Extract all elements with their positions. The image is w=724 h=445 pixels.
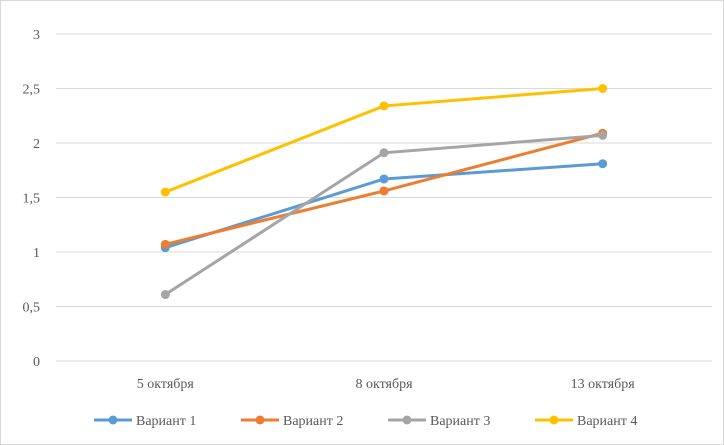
legend-swatch-marker [108,415,118,425]
legend-label: Вариант 2 [283,414,343,429]
data-point [160,239,170,249]
legend-swatch-marker [549,415,559,425]
data-point [598,84,608,93]
x-axis-ticks: 5 октября 8 октября 13 октября [137,377,635,392]
legend-swatch-marker [402,415,412,425]
series-4 [160,84,608,197]
series-2 [160,128,608,249]
legend: Вариант 1 Вариант 2 Вариант 3 Вариант 4 [94,414,637,429]
legend-label: Вариант 1 [136,414,196,429]
data-point [379,174,389,184]
y-tick-label: 2 [33,137,40,152]
y-tick-label: 3 [33,28,40,43]
data-point [598,130,608,140]
x-tick-label: 5 октября [137,377,195,392]
legend-item: Вариант 1 [94,414,196,429]
y-tick-label: 1,5 [23,192,41,207]
series-1 [160,159,608,253]
legend-swatch-marker [255,415,265,425]
y-tick-label: 0 [33,355,40,370]
legend-label: Вариант 4 [577,414,637,429]
series-3 [160,130,608,300]
y-axis-ticks: 0 0,5 1 1,5 2 2,5 3 [23,28,41,370]
y-tick-label: 1 [33,246,40,261]
legend-item: Вариант 3 [388,414,490,429]
series-lines [160,84,608,300]
gridlines [56,33,712,362]
data-point [379,101,389,111]
y-tick-label: 2,5 [23,83,41,98]
x-tick-label: 8 октября [355,377,413,392]
data-point [598,159,608,169]
data-point [160,187,170,197]
y-tick-label: 0,5 [23,301,41,316]
series-line [163,133,605,297]
data-point [379,186,389,196]
legend-item: Вариант 2 [241,414,343,429]
data-point [379,148,389,158]
data-point [160,290,170,300]
legend-item: Вариант 4 [535,414,637,429]
x-tick-label: 13 октября [571,377,636,392]
legend-label: Вариант 3 [430,414,490,429]
